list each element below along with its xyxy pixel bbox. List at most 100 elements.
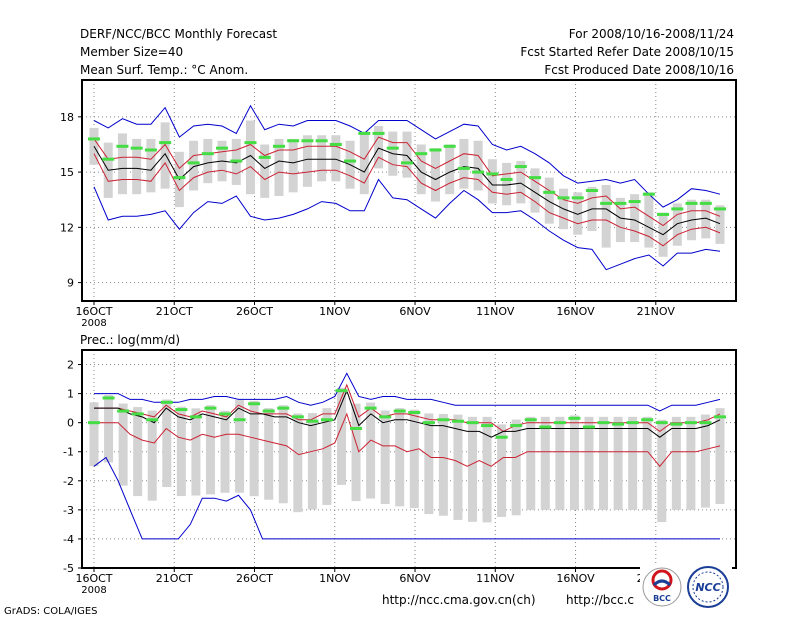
median-marker: [571, 196, 584, 200]
ensemble-box: [630, 194, 640, 243]
ensemble-box: [293, 413, 303, 513]
median-marker: [451, 419, 464, 423]
ensemble-box: [374, 126, 384, 169]
median-marker: [291, 415, 304, 419]
ensemble-box: [601, 184, 611, 248]
x-tick-label: 21NOV: [637, 305, 676, 318]
x-tick-label: 11NOV: [476, 572, 515, 585]
ensemble-box: [701, 199, 711, 239]
median-marker: [320, 418, 333, 422]
ncc-logo-text: NCC: [695, 581, 720, 594]
median-marker: [655, 421, 668, 425]
median-marker: [600, 201, 613, 205]
median-marker: [671, 207, 684, 211]
ensemble-box: [540, 416, 550, 510]
ensemble-box: [132, 138, 142, 195]
median-marker: [116, 144, 129, 148]
ensemble-box: [402, 131, 412, 178]
lower-spread-line: [93, 153, 721, 247]
x-tick-label: 26OCT: [236, 572, 273, 585]
median-marker: [386, 146, 399, 150]
median-marker: [699, 201, 712, 205]
ensemble-box: [246, 120, 255, 195]
header-started-date: Fcst Started Refer Date 2008/10/15: [520, 45, 734, 59]
header-title: DERF/NCC/BCC Monthly Forecast: [80, 27, 277, 41]
median-marker: [568, 416, 581, 420]
median-marker: [401, 161, 413, 165]
median-marker: [189, 415, 202, 419]
ensemble-box: [249, 400, 259, 497]
ensemble-box: [409, 409, 419, 509]
plot-frame: [81, 349, 737, 569]
median-marker: [379, 415, 392, 419]
ensemble-box: [278, 405, 288, 504]
median-marker: [714, 207, 726, 211]
median-marker: [335, 389, 348, 393]
median-marker: [364, 406, 377, 410]
ensemble-box: [424, 413, 434, 515]
median-marker: [393, 409, 406, 413]
y-tick-label: 12: [60, 221, 74, 234]
ensemble-box: [118, 403, 128, 486]
median-marker: [131, 412, 144, 416]
x-tick-label: 21OCT: [156, 305, 193, 318]
median-marker: [173, 176, 186, 180]
header-variable: Mean Surf. Temp.: °C Anom.: [80, 63, 248, 77]
y-tick-label: -4: [63, 533, 74, 546]
ensemble-box: [264, 408, 274, 500]
ensemble-box: [657, 419, 667, 523]
median-marker: [443, 144, 456, 148]
median-marker: [350, 426, 363, 430]
median-marker: [244, 141, 257, 145]
median-marker: [582, 425, 595, 429]
header-produced-date: Fcst Produced Date 2008/10/16: [544, 63, 734, 77]
median-marker: [230, 159, 243, 163]
y-tick-label: 18: [60, 111, 74, 124]
ncc-url[interactable]: http://ncc.cma.gov.cn(ch): [382, 593, 536, 607]
ensemble-box: [395, 408, 405, 507]
ensemble-box: [274, 138, 284, 197]
ensemble-box: [203, 138, 213, 184]
median-marker: [272, 144, 285, 148]
ensemble-box: [530, 168, 540, 213]
median-marker: [597, 421, 610, 425]
ensemble-box: [599, 416, 609, 510]
bcc-logo: BCC: [642, 567, 682, 607]
y-tick-label: 15: [60, 166, 74, 179]
median-marker: [358, 131, 371, 135]
ensemble-box: [288, 138, 298, 193]
ensemble-box: [147, 410, 157, 501]
ensemble-box: [260, 144, 270, 198]
median-marker: [301, 139, 314, 143]
median-marker: [344, 159, 357, 163]
median-marker: [495, 435, 508, 439]
median-marker: [641, 418, 654, 422]
ensemble-box: [189, 140, 199, 191]
y-tick-label: 2: [67, 359, 74, 372]
ensemble-box: [302, 135, 312, 187]
median-marker: [539, 425, 552, 429]
ensemble-box: [555, 416, 565, 510]
median-marker: [159, 141, 172, 145]
x-tick-label: 21OCT: [156, 572, 193, 585]
median-marker: [553, 421, 566, 425]
median-marker: [481, 424, 494, 428]
median-marker: [130, 146, 143, 150]
ensemble-box: [672, 203, 682, 246]
precipitation-panel: -5 -4 -3 -2 -1 0 1 2 16OCT 21OCT 26OCT 1NOV 6NOV 11NO…: [63, 349, 737, 596]
max-envelope-line: [93, 104, 721, 208]
ensemble-box: [322, 408, 332, 505]
median-marker: [486, 172, 499, 176]
median-marker: [457, 166, 470, 170]
bcc-url[interactable]: http://bcc.c: [566, 593, 634, 607]
ensemble-box: [133, 407, 143, 497]
median-marker: [306, 419, 319, 423]
x-tick-label: 16OCT: [75, 572, 112, 585]
median-marker: [408, 410, 421, 414]
median-marker: [262, 409, 275, 413]
median-marker: [216, 146, 229, 150]
y-tick-label: -1: [63, 446, 74, 459]
max-envelope-line: [94, 372, 721, 412]
x-tick-label: 1NOV: [319, 572, 351, 585]
ensemble-box: [366, 402, 376, 499]
